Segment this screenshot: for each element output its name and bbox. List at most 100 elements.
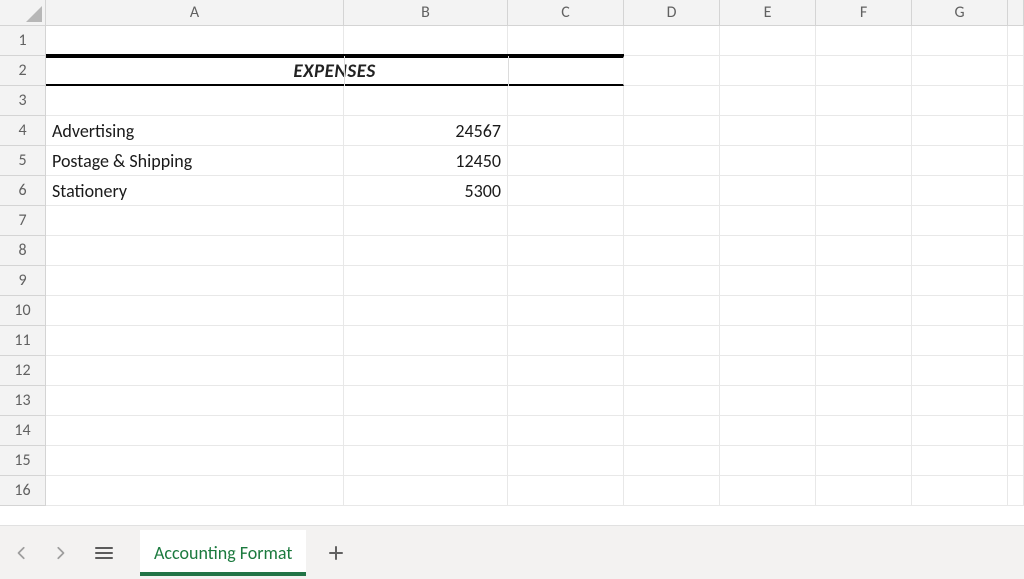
cell-overflow-15[interactable] <box>1008 446 1024 476</box>
cell-D8[interactable] <box>624 236 720 266</box>
cell-F4[interactable] <box>816 116 912 146</box>
cell-G5[interactable] <box>912 146 1008 176</box>
cell-A10[interactable] <box>46 296 344 326</box>
cell-F5[interactable] <box>816 146 912 176</box>
cell-B7[interactable] <box>344 206 508 236</box>
cell-G14[interactable] <box>912 416 1008 446</box>
cell-G10[interactable] <box>912 296 1008 326</box>
cell-E16[interactable] <box>720 476 816 506</box>
cell-E11[interactable] <box>720 326 816 356</box>
cell-D13[interactable] <box>624 386 720 416</box>
cell-B15[interactable] <box>344 446 508 476</box>
cell-E8[interactable] <box>720 236 816 266</box>
cell-D1[interactable] <box>624 26 720 56</box>
cell-A16[interactable] <box>46 476 344 506</box>
cell-E5[interactable] <box>720 146 816 176</box>
cell-A3[interactable] <box>46 86 344 116</box>
cell-overflow-13[interactable] <box>1008 386 1024 416</box>
cell-D16[interactable] <box>624 476 720 506</box>
row-header-10[interactable]: 10 <box>0 296 46 326</box>
cell-B10[interactable] <box>344 296 508 326</box>
cell-E9[interactable] <box>720 266 816 296</box>
cell-B16[interactable] <box>344 476 508 506</box>
cell-G8[interactable] <box>912 236 1008 266</box>
cell-D12[interactable] <box>624 356 720 386</box>
cell-A4[interactable]: Advertising <box>46 116 344 146</box>
cell-E13[interactable] <box>720 386 816 416</box>
cell-B11[interactable] <box>344 326 508 356</box>
sheet-tab-accounting-format[interactable]: Accounting Format <box>140 530 306 576</box>
cell-G2[interactable] <box>912 56 1008 86</box>
cell-B8[interactable] <box>344 236 508 266</box>
cell-F7[interactable] <box>816 206 912 236</box>
col-header-E[interactable]: E <box>720 0 816 26</box>
cell-B5[interactable]: 12450 <box>344 146 508 176</box>
cell-overflow-9[interactable] <box>1008 266 1024 296</box>
cell-E12[interactable] <box>720 356 816 386</box>
row-header-6[interactable]: 6 <box>0 176 46 206</box>
cell-B6[interactable]: 5300 <box>344 176 508 206</box>
cell-D10[interactable] <box>624 296 720 326</box>
col-header-G[interactable]: G <box>912 0 1008 26</box>
cell-C7[interactable] <box>508 206 624 236</box>
cell-F2[interactable] <box>816 56 912 86</box>
cell-C16[interactable] <box>508 476 624 506</box>
row-header-2[interactable]: 2 <box>0 56 46 86</box>
cell-F14[interactable] <box>816 416 912 446</box>
row-header-13[interactable]: 13 <box>0 386 46 416</box>
tab-nav-next-button[interactable] <box>48 541 72 565</box>
row-header-3[interactable]: 3 <box>0 86 46 116</box>
tab-nav-prev-button[interactable] <box>10 541 34 565</box>
cell-A15[interactable] <box>46 446 344 476</box>
cell-A13[interactable] <box>46 386 344 416</box>
cell-overflow-7[interactable] <box>1008 206 1024 236</box>
cell-overflow-14[interactable] <box>1008 416 1024 446</box>
all-sheets-button[interactable] <box>92 541 116 565</box>
cell-G6[interactable] <box>912 176 1008 206</box>
cell-D14[interactable] <box>624 416 720 446</box>
cell-G9[interactable] <box>912 266 1008 296</box>
cell-G13[interactable] <box>912 386 1008 416</box>
row-header-15[interactable]: 15 <box>0 446 46 476</box>
cell-C10[interactable] <box>508 296 624 326</box>
cell-E14[interactable] <box>720 416 816 446</box>
cell-G1[interactable] <box>912 26 1008 56</box>
cell-A5[interactable]: Postage & Shipping <box>46 146 344 176</box>
cell-overflow-5[interactable] <box>1008 146 1024 176</box>
cell-overflow-4[interactable] <box>1008 116 1024 146</box>
cell-D5[interactable] <box>624 146 720 176</box>
cell-E15[interactable] <box>720 446 816 476</box>
cell-D11[interactable] <box>624 326 720 356</box>
cell-B14[interactable] <box>344 416 508 446</box>
cell-A9[interactable] <box>46 266 344 296</box>
col-header-A[interactable]: A <box>46 0 344 26</box>
cell-G4[interactable] <box>912 116 1008 146</box>
col-header-C[interactable]: C <box>508 0 624 26</box>
cell-F15[interactable] <box>816 446 912 476</box>
cell-D3[interactable] <box>624 86 720 116</box>
row-header-5[interactable]: 5 <box>0 146 46 176</box>
cell-C11[interactable] <box>508 326 624 356</box>
cell-A11[interactable] <box>46 326 344 356</box>
expenses-title-cell[interactable]: EXPENSES <box>46 56 624 86</box>
cell-overflow-6[interactable] <box>1008 176 1024 206</box>
cell-C14[interactable] <box>508 416 624 446</box>
row-header-9[interactable]: 9 <box>0 266 46 296</box>
cell-C15[interactable] <box>508 446 624 476</box>
cell-G3[interactable] <box>912 86 1008 116</box>
cell-overflow-2[interactable] <box>1008 56 1024 86</box>
cell-D9[interactable] <box>624 266 720 296</box>
cell-F13[interactable] <box>816 386 912 416</box>
cell-E6[interactable] <box>720 176 816 206</box>
cell-F12[interactable] <box>816 356 912 386</box>
cell-overflow-3[interactable] <box>1008 86 1024 116</box>
cell-F10[interactable] <box>816 296 912 326</box>
cell-G11[interactable] <box>912 326 1008 356</box>
cell-B9[interactable] <box>344 266 508 296</box>
row-header-7[interactable]: 7 <box>0 206 46 236</box>
row-header-14[interactable]: 14 <box>0 416 46 446</box>
cell-C6[interactable] <box>508 176 624 206</box>
cell-F9[interactable] <box>816 266 912 296</box>
cell-overflow-1[interactable] <box>1008 26 1024 56</box>
cell-E10[interactable] <box>720 296 816 326</box>
